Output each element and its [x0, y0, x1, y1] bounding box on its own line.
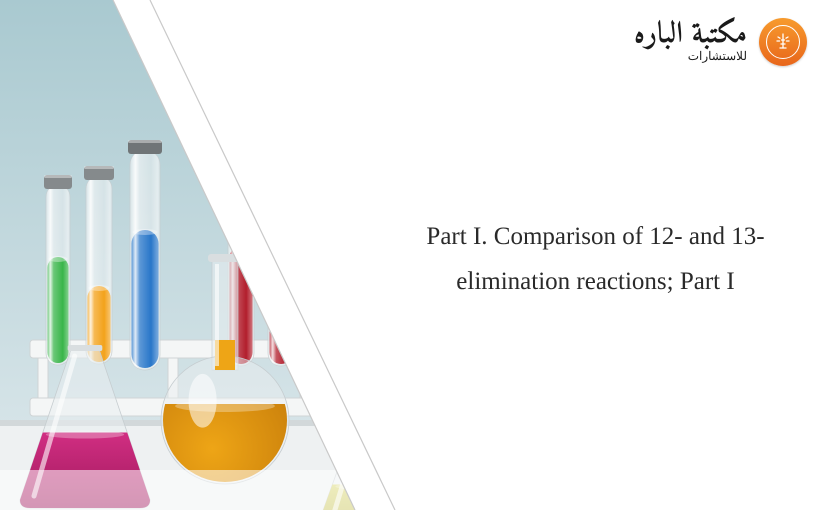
title-line-2: elimination reactions; Part I	[456, 268, 734, 295]
lab-photo-panel	[0, 0, 395, 510]
title-line-1: Part I. Comparison of 12- and 13-	[426, 223, 764, 250]
document-title: Part I. Comparison of 12- and 13- elimin…	[388, 215, 803, 304]
brand-arabic: مكتبة الباره	[634, 22, 747, 49]
brand-logo: مكتبة الباره للاستشارات	[634, 18, 807, 66]
brand-badge	[759, 18, 807, 66]
brand-logo-text: مكتبة الباره للاستشارات	[634, 22, 747, 63]
lighthouse-icon	[773, 32, 793, 52]
